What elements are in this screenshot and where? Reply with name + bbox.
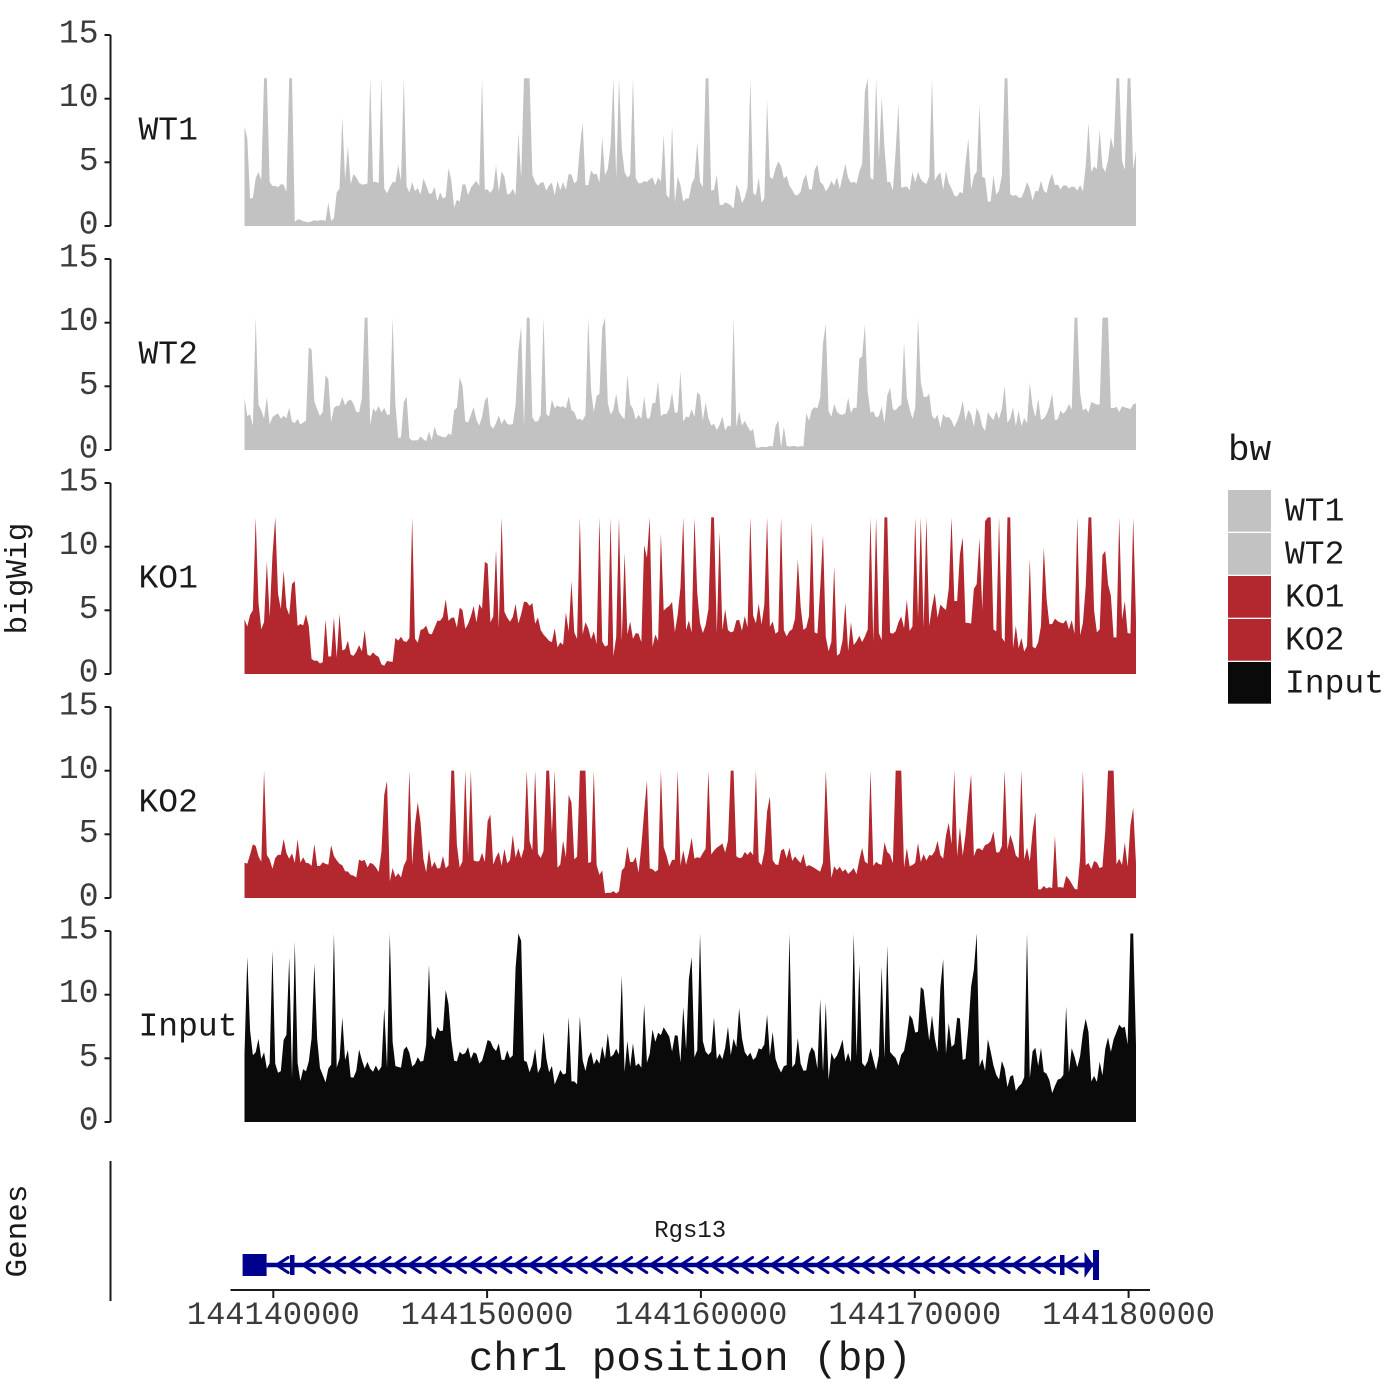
svg-text:KO2: KO2 bbox=[1285, 623, 1344, 660]
svg-text:10: 10 bbox=[59, 975, 99, 1012]
svg-text:15: 15 bbox=[59, 912, 99, 949]
svg-text:144160000: 144160000 bbox=[614, 1297, 787, 1334]
svg-text:5: 5 bbox=[79, 591, 99, 628]
svg-text:10: 10 bbox=[59, 79, 99, 116]
svg-text:WT1: WT1 bbox=[139, 113, 198, 150]
svg-text:chr1 position (bp): chr1 position (bp) bbox=[469, 1337, 912, 1383]
svg-text:Input: Input bbox=[139, 1009, 238, 1046]
svg-text:0: 0 bbox=[79, 879, 99, 916]
svg-text:15: 15 bbox=[59, 240, 99, 277]
svg-text:5: 5 bbox=[79, 367, 99, 404]
svg-text:10: 10 bbox=[59, 527, 99, 564]
svg-text:0: 0 bbox=[79, 431, 99, 468]
svg-text:0: 0 bbox=[79, 207, 99, 244]
svg-text:Input: Input bbox=[1285, 666, 1384, 703]
svg-text:Genes: Genes bbox=[1, 1184, 36, 1277]
svg-text:Rgs13: Rgs13 bbox=[654, 1218, 726, 1245]
svg-text:144140000: 144140000 bbox=[187, 1297, 360, 1334]
svg-text:15: 15 bbox=[59, 688, 99, 725]
svg-text:WT1: WT1 bbox=[1285, 494, 1344, 531]
svg-text:bw: bw bbox=[1228, 430, 1272, 471]
svg-text:10: 10 bbox=[59, 303, 99, 340]
svg-text:144180000: 144180000 bbox=[1042, 1297, 1215, 1334]
svg-text:KO1: KO1 bbox=[1285, 580, 1344, 617]
svg-text:5: 5 bbox=[79, 1039, 99, 1076]
svg-text:0: 0 bbox=[79, 655, 99, 692]
svg-text:15: 15 bbox=[59, 464, 99, 501]
svg-text:WT2: WT2 bbox=[139, 337, 198, 374]
svg-text:WT2: WT2 bbox=[1285, 537, 1344, 574]
svg-text:bigWig: bigWig bbox=[1, 523, 36, 635]
svg-text:KO1: KO1 bbox=[139, 561, 198, 598]
svg-text:144170000: 144170000 bbox=[828, 1297, 1001, 1334]
svg-text:10: 10 bbox=[59, 751, 99, 788]
svg-text:15: 15 bbox=[59, 16, 99, 53]
svg-text:0: 0 bbox=[79, 1103, 99, 1140]
svg-text:144150000: 144150000 bbox=[401, 1297, 574, 1334]
svg-text:5: 5 bbox=[79, 143, 99, 180]
svg-text:KO2: KO2 bbox=[139, 785, 198, 822]
svg-text:5: 5 bbox=[79, 815, 99, 852]
